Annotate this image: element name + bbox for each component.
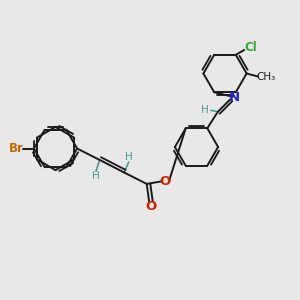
Text: O: O	[145, 200, 157, 213]
Text: Cl: Cl	[244, 41, 257, 54]
Text: O: O	[160, 175, 171, 188]
Text: H: H	[125, 152, 133, 163]
Text: H: H	[201, 105, 209, 115]
Text: Br: Br	[8, 142, 23, 155]
Text: N: N	[229, 91, 240, 104]
Text: CH₃: CH₃	[257, 71, 276, 82]
Text: H: H	[92, 171, 100, 181]
